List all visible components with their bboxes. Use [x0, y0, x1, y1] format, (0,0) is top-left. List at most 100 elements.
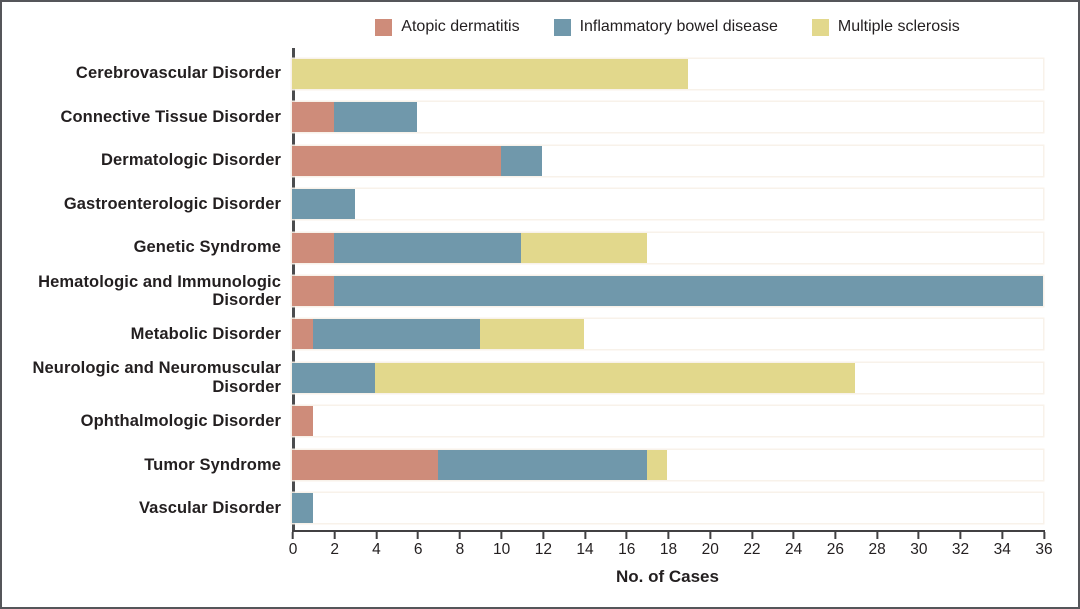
- bar-rows: Cerebrovascular Disorder Connective Tissu…: [2, 52, 1043, 530]
- tick-mark: [542, 532, 545, 539]
- category-label: Tumor Syndrome: [144, 455, 281, 474]
- stacked-bar: [292, 362, 1043, 393]
- tick-mark: [333, 532, 336, 539]
- tick-mark: [709, 532, 712, 539]
- x-axis-tick: 26: [827, 532, 844, 559]
- category-row-tumor-syndrome: Tumor Syndrome: [2, 443, 1043, 486]
- legend-item-inflammatory-bowel-disease: Inflammatory bowel disease: [553, 18, 778, 36]
- bar-track: [292, 493, 1043, 524]
- bar-track: [292, 362, 1043, 393]
- tick-mark: [750, 532, 753, 539]
- bar-segment-atopic-dermatitis: [292, 449, 439, 480]
- stacked-bar: [292, 406, 1043, 437]
- tick-mark: [959, 532, 962, 539]
- tick-label: 30: [910, 541, 928, 558]
- category-row-neurologic-and-neuromuscular-disorder: Neurologic and Neuromuscular Disorder: [2, 356, 1043, 399]
- stacked-bar: [292, 145, 1043, 176]
- category-row-metabolic-disorder: Metabolic Disorder: [2, 313, 1043, 356]
- x-axis-tick: 4: [372, 532, 381, 559]
- tick-mark: [417, 532, 420, 539]
- tick-label: 2: [330, 541, 340, 558]
- legend-swatch-multiple-sclerosis: [811, 18, 829, 36]
- x-axis-tick: 0: [288, 532, 298, 559]
- tick-label: 16: [618, 541, 636, 558]
- x-axis-tick: 2: [330, 532, 339, 559]
- tick-label: 0: [288, 541, 298, 558]
- stacked-bar: [292, 449, 1043, 480]
- tick-label: 8: [455, 541, 465, 558]
- tick-label: 12: [534, 541, 552, 558]
- bar-segment-inflammatory-bowel-disease: [438, 449, 647, 480]
- category-row-ophthalmologic-disorder: Ophthalmologic Disorder: [2, 400, 1043, 443]
- bar-segment-atopic-dermatitis: [292, 319, 313, 350]
- bar-segment-inflammatory-bowel-disease: [312, 319, 480, 350]
- x-axis-tick: 12: [535, 532, 552, 559]
- category-label: Connective Tissue Disorder: [60, 107, 281, 126]
- tick-mark: [625, 532, 628, 539]
- tick-label: 36: [1035, 541, 1053, 558]
- x-axis-line: [292, 530, 1045, 532]
- x-axis-tick: 34: [994, 532, 1011, 559]
- legend-label: Multiple sclerosis: [837, 18, 960, 35]
- x-axis-ticks: 0 2 4 6 8 10 12 14 16 18 20 22 24 26 28 30 32 34 36: [289, 532, 1053, 562]
- tick-mark: [917, 532, 920, 539]
- tick-label: 34: [993, 541, 1011, 558]
- category-row-cerebrovascular-disorder: Cerebrovascular Disorder: [2, 52, 1043, 95]
- category-label: Ophthalmologic Disorder: [80, 412, 281, 431]
- tick-mark: [876, 532, 879, 539]
- tick-mark: [834, 532, 837, 539]
- tick-mark: [458, 532, 461, 539]
- x-axis-tick: 22: [743, 532, 761, 559]
- category-row-genetic-syndrome: Genetic Syndrome: [2, 226, 1043, 269]
- tick-label: 22: [743, 541, 761, 558]
- category-label: Genetic Syndrome: [133, 238, 281, 257]
- tick-label: 20: [701, 541, 719, 558]
- bar-track: [292, 449, 1043, 480]
- category-label: Vascular Disorder: [138, 499, 281, 518]
- category-label: Neurologic and Neuromuscular Disorder: [32, 359, 281, 396]
- x-axis-tick: 30: [910, 532, 927, 559]
- bar-segment-inflammatory-bowel-disease: [500, 145, 543, 176]
- tick-label: 18: [659, 541, 678, 558]
- stacked-bar: [292, 493, 1043, 524]
- legend: Atopic dermatitis Inflammatory bowel dise…: [292, 18, 1043, 36]
- x-axis-tick: 28: [868, 532, 886, 559]
- bar-segment-multiple-sclerosis: [479, 319, 585, 350]
- x-axis-tick: 20: [702, 532, 719, 559]
- bar-segment-multiple-sclerosis: [646, 449, 668, 480]
- x-axis-tick: 32: [952, 532, 969, 559]
- category-row-hematologic-and-immunologic-disorder: Hematologic and Immunologic Disorder: [2, 269, 1043, 312]
- tick-label: 32: [951, 541, 970, 558]
- x-axis-tick: 6: [414, 532, 422, 559]
- bar-segment-inflammatory-bowel-disease: [292, 362, 376, 393]
- x-axis-tick: 8: [455, 532, 465, 559]
- tick-label: 26: [826, 541, 844, 558]
- bar-segment-inflammatory-bowel-disease: [292, 189, 355, 220]
- legend-item-multiple-sclerosis: Multiple sclerosis: [811, 18, 960, 36]
- bar-track: [292, 145, 1043, 176]
- category-label: Gastroenterologic Disorder: [63, 194, 281, 213]
- legend-label: Inflammatory bowel disease: [579, 18, 778, 35]
- bar-track: [292, 58, 1043, 89]
- legend-label: Atopic dermatitis: [401, 18, 520, 35]
- category-label: Hematologic and Immunologic Disorder: [38, 272, 281, 309]
- stacked-bar: [292, 275, 1043, 306]
- legend-swatch-atopic-dermatitis: [375, 18, 393, 36]
- tick-label: 14: [576, 541, 594, 558]
- bar-segment-multiple-sclerosis: [375, 362, 856, 393]
- category-row-vascular-disorder: Vascular Disorder: [2, 487, 1043, 530]
- bar-segment-multiple-sclerosis: [521, 232, 647, 263]
- category-label: Cerebrovascular Disorder: [75, 64, 281, 83]
- category-label: Dermatologic Disorder: [101, 151, 281, 170]
- stacked-bar: [292, 232, 1043, 263]
- category-row-connective-tissue-disorder: Connective Tissue Disorder: [2, 95, 1043, 138]
- x-axis-tick: 14: [576, 532, 594, 559]
- x-axis-tick: 24: [785, 532, 802, 559]
- bar-segment-inflammatory-bowel-disease: [333, 102, 418, 133]
- x-axis-tick: 16: [618, 532, 635, 559]
- tick-mark: [584, 532, 587, 539]
- stacked-bar: [292, 102, 1043, 133]
- stacked-bar: [292, 189, 1043, 220]
- tick-mark: [292, 532, 294, 539]
